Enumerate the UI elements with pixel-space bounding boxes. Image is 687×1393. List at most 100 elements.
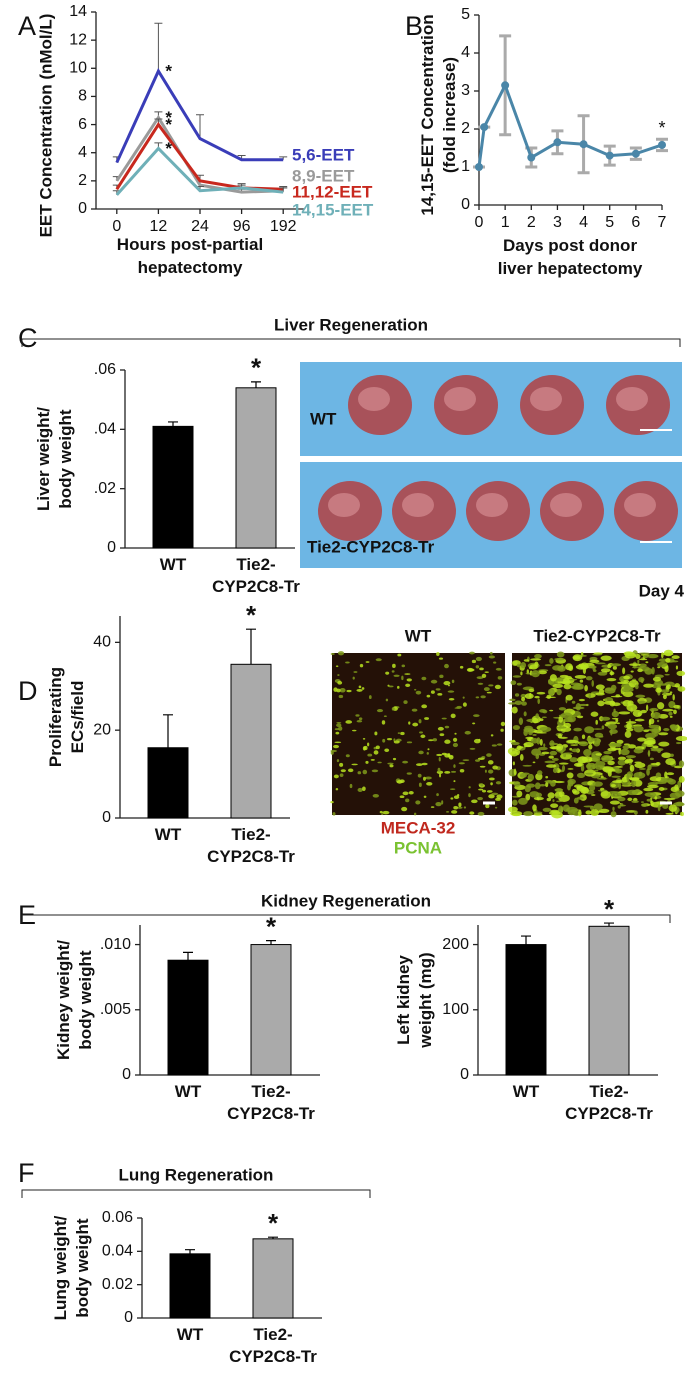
- stain-speck: [495, 781, 502, 785]
- stain-speck: [656, 702, 665, 710]
- stain-speck: [518, 797, 528, 805]
- image-caption: Day 4: [639, 581, 685, 600]
- stain-speck: [376, 709, 384, 713]
- stain-speck: [554, 788, 564, 792]
- stain-speck: [675, 790, 685, 797]
- stain-speck: [646, 798, 652, 802]
- y-tick-label: 1: [461, 158, 470, 175]
- stain-speck: [534, 782, 541, 790]
- bar: [147, 747, 189, 819]
- stain-speck: [627, 797, 633, 802]
- stain-speck: [633, 810, 638, 815]
- liver-highlight: [328, 493, 360, 517]
- stain-speck: [645, 704, 649, 712]
- stain-speck: [666, 772, 675, 776]
- stain-speck: [572, 685, 584, 690]
- stain-speck: [425, 776, 432, 780]
- y-tick-label: 4: [78, 144, 87, 161]
- stain-speck: [625, 810, 637, 813]
- stain-speck: [527, 773, 535, 782]
- stain-speck: [647, 750, 651, 757]
- x-tick-label: WT: [177, 1325, 204, 1344]
- stain-speck: [545, 764, 557, 768]
- stain-speck: [406, 741, 413, 744]
- stain-speck: [673, 709, 677, 715]
- stain-speck: [626, 722, 632, 730]
- stain-speck: [345, 661, 350, 664]
- y-tick-label: 0: [460, 1066, 469, 1083]
- stain-speck: [330, 801, 334, 804]
- stain-speck: [337, 651, 345, 656]
- stain-speck: [584, 726, 595, 734]
- stain-speck: [535, 753, 540, 760]
- stain-speck: [493, 661, 497, 664]
- stain-speck: [625, 755, 636, 759]
- stain-speck: [616, 739, 624, 744]
- stain-speck: [651, 666, 655, 675]
- stain-speck: [592, 666, 596, 671]
- stain-speck: [539, 718, 544, 722]
- stain-speck: [621, 687, 634, 693]
- stain-speck: [643, 787, 654, 792]
- stain-speck: [550, 803, 559, 808]
- stain-speck: [639, 768, 646, 770]
- stain-speck: [421, 762, 428, 766]
- stain-speck: [625, 728, 634, 732]
- y-tick-label: .06: [94, 361, 116, 378]
- stain-speck: [549, 750, 558, 756]
- stain-speck: [337, 680, 343, 685]
- stain-speck: [339, 762, 344, 767]
- stain-speck: [650, 762, 660, 766]
- bar: [152, 425, 194, 549]
- stain-speck: [550, 780, 556, 787]
- stain-speck: [545, 696, 557, 699]
- series-line: [115, 67, 284, 164]
- stain-speck: [514, 700, 523, 706]
- stain-speck: [634, 718, 645, 722]
- stain-speck: [334, 741, 342, 744]
- stain-speck: [640, 801, 644, 803]
- stain-speck: [548, 755, 554, 759]
- panel-label: D: [18, 676, 38, 706]
- stain-speck: [423, 795, 427, 798]
- stain-speck: [607, 723, 618, 730]
- stain-speck: [486, 753, 492, 757]
- stain-speck: [351, 729, 357, 732]
- stain-speck: [435, 802, 442, 807]
- stain-speck: [412, 722, 419, 727]
- x-tick-label: 4: [579, 214, 588, 231]
- stain-speck: [597, 700, 605, 707]
- stain-speck: [427, 748, 430, 751]
- stain-speck: [439, 733, 445, 737]
- stain-speck: [663, 649, 674, 657]
- stain-speck: [451, 810, 458, 814]
- stain-speck: [458, 802, 462, 807]
- stain-speck: [632, 709, 643, 717]
- stain-speck: [338, 694, 344, 699]
- stain-speck: [532, 734, 537, 736]
- stain-speck: [611, 710, 619, 718]
- bar: [169, 1253, 211, 1319]
- stain-speck: [469, 651, 475, 655]
- stain-speck: [381, 813, 384, 816]
- stain-speck: [391, 670, 395, 673]
- stain-speck: [539, 726, 552, 733]
- stain-speck: [469, 811, 475, 815]
- stain-speck: [358, 685, 362, 689]
- x-tick-label: 12: [150, 218, 168, 235]
- stain-speck: [568, 665, 574, 671]
- stain-speck: [444, 663, 449, 669]
- stain-speck: [430, 690, 435, 694]
- stain-speck: [592, 781, 603, 787]
- stain-speck: [585, 772, 594, 775]
- stain-speck: [362, 738, 366, 740]
- stain-speck: [657, 805, 661, 812]
- stain-speck: [568, 678, 578, 681]
- stain-speck: [627, 744, 636, 749]
- stain-speck: [664, 665, 669, 673]
- stain-speck: [549, 740, 555, 747]
- stain-speck: [335, 731, 340, 735]
- stain-speck: [402, 760, 409, 764]
- stain-speck: [511, 706, 518, 714]
- stain-speck: [496, 743, 503, 746]
